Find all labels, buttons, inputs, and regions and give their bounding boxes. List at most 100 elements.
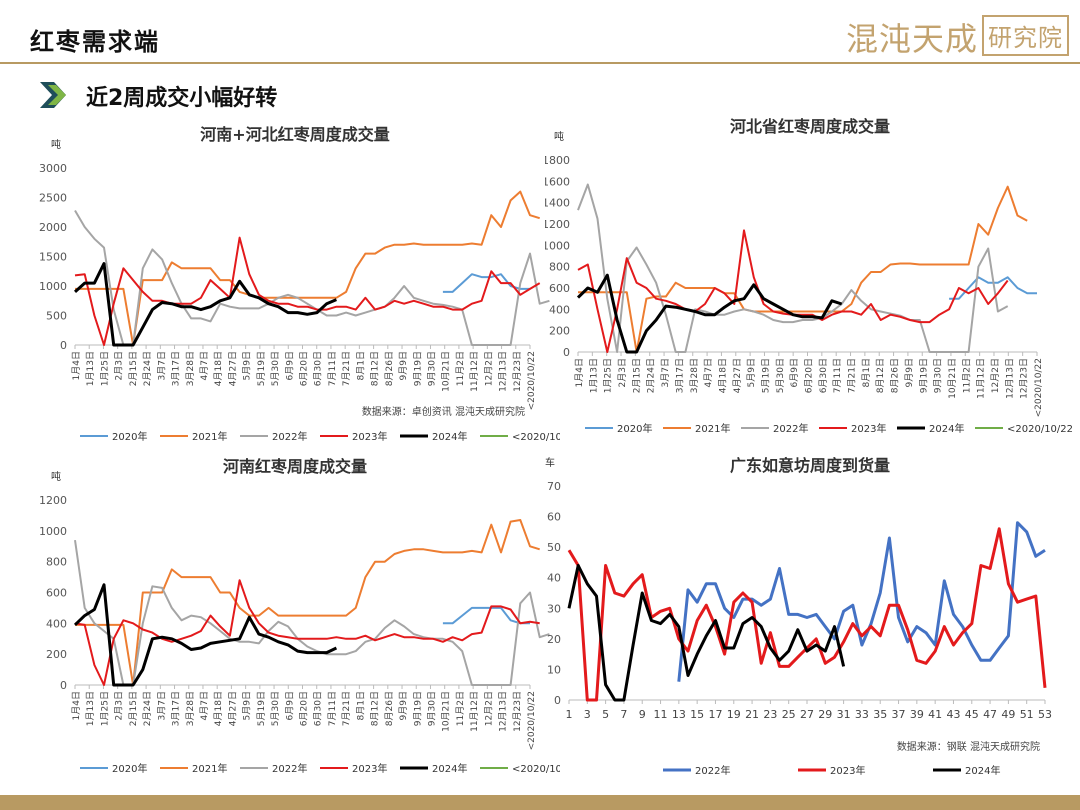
x-tick-label: 8月1日 — [355, 691, 366, 720]
x-tick-label: 8月12日 — [370, 691, 381, 726]
x-tick-label: 4月7日 — [199, 351, 210, 380]
y-tick-label: 1800 — [545, 154, 570, 167]
y-tick-label: 600 — [46, 587, 67, 600]
x-tick-label: 11月2日 — [961, 358, 972, 393]
y-tick-label: 1000 — [39, 280, 67, 293]
y-unit-label: 车 — [545, 456, 555, 469]
series-line — [74, 539, 550, 686]
y-tick-label: 0 — [60, 679, 67, 692]
x-tick-label: 45 — [965, 708, 979, 721]
x-tick-label: 11月2日 — [455, 691, 466, 726]
y-tick-label: 2000 — [39, 221, 67, 234]
y-tick-label: 1200 — [545, 218, 570, 231]
y-tick-label: 1400 — [545, 197, 570, 210]
x-tick-label: 2月24日 — [142, 351, 153, 386]
x-tick-label: 5月9日 — [746, 358, 757, 387]
y-tick-label: 10 — [547, 663, 561, 676]
logo-box-text: 研究院 — [982, 15, 1070, 56]
y-tick-label: 800 — [549, 261, 570, 274]
page-title: 红枣需求端 — [30, 27, 160, 56]
x-tick-label: 12月2日 — [990, 358, 1001, 393]
x-tick-label: <2020/10/22 — [527, 351, 537, 410]
x-tick-label: 15 — [690, 708, 704, 721]
chart-title: 河南红枣周度成交量 — [223, 457, 367, 476]
legend-label: 2023年 — [352, 430, 387, 443]
x-tick-label: 33 — [855, 708, 869, 721]
series-line — [73, 583, 338, 687]
x-tick-label: 5月30日 — [775, 358, 786, 393]
x-tick-label: 1月13日 — [85, 691, 96, 726]
chart-title: 河南+河北红枣周度成交量 — [200, 125, 389, 144]
x-tick-label: 23 — [763, 708, 777, 721]
x-tick-label: 9月30日 — [426, 351, 437, 386]
y-tick-label: 1000 — [39, 525, 67, 538]
legend-label: 2024年 — [432, 430, 467, 443]
x-tick-label: 12月23日 — [512, 691, 523, 732]
legend-label: 2023年 — [851, 422, 886, 435]
x-tick-label: 8月26日 — [890, 358, 901, 393]
x-tick-label: 6月30日 — [313, 691, 324, 726]
x-tick-label: 8月1日 — [355, 351, 366, 380]
series-line — [677, 521, 1046, 682]
series-line — [577, 229, 1009, 353]
y-tick-label: 50 — [547, 541, 561, 554]
legend-label: 2022年 — [272, 430, 307, 443]
series-line — [567, 564, 846, 702]
x-tick-label: 3月28日 — [689, 358, 700, 393]
x-tick-label: 47 — [983, 708, 997, 721]
x-tick-label: 6月9日 — [284, 351, 295, 380]
x-tick-label: 4月27日 — [732, 358, 743, 393]
y-unit-label: 吨 — [554, 130, 564, 143]
logo-text: 混沌天成 — [846, 20, 979, 58]
series-line — [567, 527, 1047, 702]
x-tick-label: 3月17日 — [674, 358, 685, 393]
legend-label: 2024年 — [929, 422, 964, 435]
x-tick-label: 3月17日 — [171, 691, 182, 726]
x-tick-label: 11月12日 — [976, 358, 987, 399]
x-tick-label: 9月9日 — [398, 691, 409, 720]
series-line — [578, 185, 1028, 353]
y-tick-label: 500 — [46, 310, 67, 323]
x-tick-label: 12月13日 — [1004, 358, 1015, 399]
y-tick-label: 600 — [549, 282, 570, 295]
y-tick-label: 1000 — [545, 239, 570, 252]
x-tick-label: 5月9日 — [242, 351, 253, 380]
x-tick-label: 9月9日 — [398, 351, 409, 380]
y-tick-label: 400 — [46, 617, 67, 630]
y-tick-label: 200 — [46, 648, 67, 661]
y-tick-label: 70 — [547, 480, 561, 493]
x-tick-label: 6月20日 — [804, 358, 815, 393]
x-tick-label: 27 — [800, 708, 814, 721]
y-tick-label: 60 — [547, 511, 561, 524]
series-line — [75, 519, 540, 686]
y-tick-label: 0 — [554, 694, 561, 707]
legend-label: 2023年 — [352, 762, 387, 775]
x-tick-label: 5月19日 — [760, 358, 771, 393]
x-tick-label: 4月27日 — [227, 351, 238, 386]
x-tick-label: 43 — [946, 708, 960, 721]
x-tick-label: 1月25日 — [603, 358, 614, 393]
x-tick-label: 6月9日 — [789, 358, 800, 387]
x-tick-label: 7月11日 — [327, 351, 338, 386]
x-tick-label: 3月7日 — [156, 351, 167, 380]
x-tick-label: 1月4日 — [574, 358, 585, 387]
x-tick-label: 51 — [1020, 708, 1034, 721]
x-tick-label: 5月30日 — [270, 691, 281, 726]
source-note: 数据来源：钢联 混沌天成研究院 — [897, 740, 1040, 753]
x-tick-label: 8月12日 — [875, 358, 886, 393]
x-tick-label: 4月7日 — [199, 691, 210, 720]
x-tick-label: 2月15日 — [128, 351, 139, 386]
x-tick-label: 10月21日 — [441, 691, 452, 732]
x-tick-label: 13 — [672, 708, 686, 721]
legend-label: 2024年 — [965, 764, 1000, 777]
x-tick-label: 4月7日 — [703, 358, 714, 387]
x-tick-label: 9月30日 — [933, 358, 944, 393]
x-tick-label: 5月19日 — [256, 351, 267, 386]
y-tick-label: 20 — [547, 633, 561, 646]
x-tick-label: 5月19日 — [256, 691, 267, 726]
x-tick-label: 2月24日 — [142, 691, 153, 726]
x-tick-label: <2020/10/22 — [527, 691, 537, 750]
